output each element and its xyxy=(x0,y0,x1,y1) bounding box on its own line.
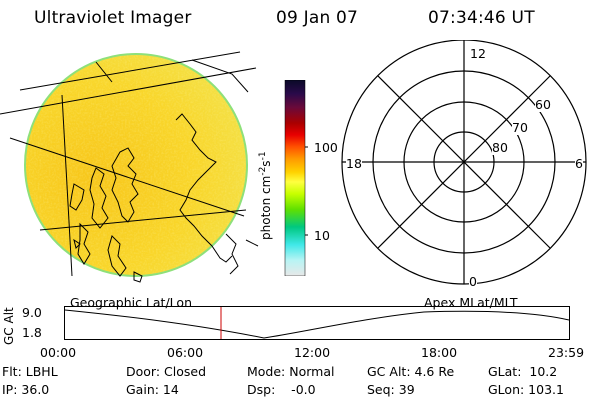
gc-alt-axis-label: GC Alt xyxy=(2,307,16,345)
gc-alt-info: GC Alt: 4.6 Re xyxy=(367,364,455,379)
gc-alt-tick-high: 9.0 xyxy=(22,305,42,320)
mode-info: Mode: Normal xyxy=(247,364,335,379)
instrument-title: Ultraviolet Imager xyxy=(34,8,192,28)
colorbar-unit-label: photon cm-2s-1 xyxy=(258,151,273,240)
mlat-label-60: 60 xyxy=(535,97,551,112)
time-label: 07:34:46 UT xyxy=(428,8,535,28)
orbit-timeline xyxy=(64,306,570,340)
polar-plot xyxy=(341,40,587,285)
ip-info: IP: 36.0 xyxy=(2,382,50,397)
time-tick-2359: 23:59 xyxy=(548,345,585,360)
colorbar-tick-10: 10 xyxy=(314,228,330,243)
time-tick-1200: 12:00 xyxy=(294,345,331,360)
mlt-label-12: 12 xyxy=(469,46,487,61)
gain-info: Gain: 14 xyxy=(126,382,179,397)
coastlines xyxy=(69,113,239,283)
mlt-label-6: 6 xyxy=(575,156,583,171)
dsp-info: Dsp: -0.0 xyxy=(247,382,316,397)
geo-grid xyxy=(0,51,259,277)
time-tick-0000: 00:00 xyxy=(40,345,77,360)
glat-info: GLat: 10.2 xyxy=(488,364,558,379)
seq-info: Seq: 39 xyxy=(367,382,415,397)
time-tick-0600: 06:00 xyxy=(167,345,204,360)
colorbar-tick-100: 100 xyxy=(314,140,338,155)
mlt-label-18: 18 xyxy=(346,156,362,171)
filter-info: Flt: LBHL xyxy=(2,364,58,379)
gc-alt-tick-low: 1.8 xyxy=(22,325,42,340)
colorbar xyxy=(284,80,308,276)
door-info: Door: Closed xyxy=(126,364,207,379)
mlat-label-70: 70 xyxy=(512,120,528,135)
earth-image xyxy=(0,51,259,283)
time-tick-1800: 18:00 xyxy=(421,345,458,360)
glon-info: GLon: 103.1 xyxy=(488,382,564,397)
mlt-label-0: 0 xyxy=(469,274,477,289)
mlat-label-80: 80 xyxy=(492,140,508,155)
date-label: 09 Jan 07 xyxy=(276,8,359,28)
